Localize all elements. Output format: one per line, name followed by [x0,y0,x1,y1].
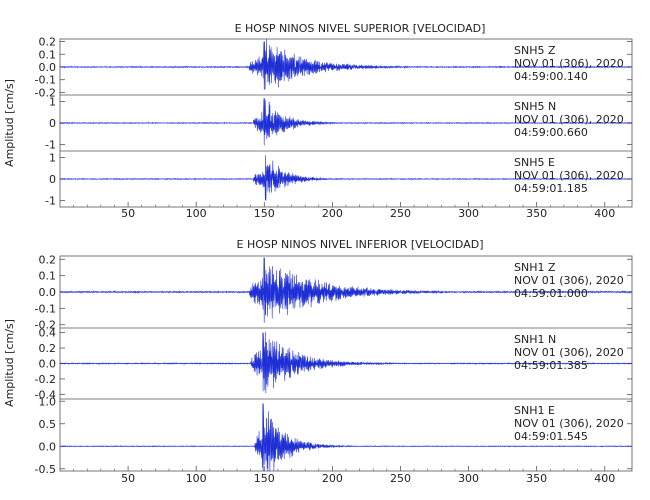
time-label: 04:59:01.385 [514,359,588,372]
x-tick-label: 300 [458,207,479,220]
y-tick-label: 0.0 [39,440,57,453]
station-label: SNH5 Z [514,44,556,57]
y-tick-label: 0.2 [39,36,57,49]
waveform-line [59,331,633,394]
time-label: 04:59:00.660 [514,126,588,139]
seismogram-panel-1: E HOSP NINOS NIVEL SUPERIOR [VELOCIDAD] A… [3,22,633,220]
x-tick-label: 250 [390,472,411,485]
y-tick-label: 0.1 [39,48,57,61]
y-tick-label: 1.0 [39,395,57,408]
y-tick-label: 0.0 [39,358,57,371]
y-tick-label: -0.1 [35,302,56,315]
y-tick-label: -0.2 [35,86,56,99]
x-tick-label: 100 [186,472,207,485]
waveform-line [59,38,633,90]
y-axis-label: Amplitud [cm/s] [3,79,16,167]
waveform-line [59,155,633,201]
station-label: SNH1 E [514,404,555,417]
y-tick-label: 0.2 [39,342,57,355]
y-tick-label: -0.2 [35,319,56,332]
time-label: 04:59:01.185 [514,182,588,195]
y-tick-label: 0.2 [39,253,57,266]
y-tick-label: 0.0 [39,286,57,299]
date-label: NOV 01 (306), 2020 [514,274,624,287]
time-label: 04:59:00.140 [514,70,588,83]
x-tick-label: 100 [186,207,207,220]
x-tick-label: 200 [322,472,343,485]
y-tick-label: -1 [45,139,56,152]
x-tick-label: 150 [254,207,275,220]
x-tick-label: 400 [594,472,615,485]
figure-title: E HOSP NINOS NIVEL INFERIOR [VELOCIDAD] [237,238,484,251]
y-axis-label: Amplitud [cm/s] [3,319,16,407]
waveform-line [59,403,633,472]
x-tick-label: 50 [121,207,135,220]
time-label: 04:59:01.000 [514,287,588,300]
date-label: NOV 01 (306), 2020 [514,169,624,182]
x-tick-label: 200 [322,207,343,220]
x-tick-label: 400 [594,207,615,220]
station-label: SNH5 E [514,156,555,169]
x-tick-label: 350 [526,207,547,220]
figure-title: E HOSP NINOS NIVEL SUPERIOR [VELOCIDAD] [235,22,486,35]
y-tick-label: 1 [49,151,56,164]
y-tick-label: -0.5 [35,463,56,476]
y-tick-label: 0 [49,173,56,186]
x-tick-label: 250 [390,207,411,220]
waveform-line [59,257,633,323]
seismogram-panel-2: E HOSP NINOS NIVEL INFERIOR [VELOCIDAD] A… [3,238,633,485]
waveform-line [59,98,633,146]
y-tick-label: 1 [49,95,56,108]
y-tick-label: -0.1 [35,74,56,87]
date-label: NOV 01 (306), 2020 [514,417,624,430]
date-label: NOV 01 (306), 2020 [514,113,624,126]
y-tick-label: -0.4 [35,388,56,401]
x-tick-label: 50 [121,472,135,485]
x-tick-label: 150 [254,472,275,485]
y-tick-label: 0.1 [39,270,57,283]
y-tick-label: -1 [45,195,56,208]
y-tick-label: 0.0 [39,61,57,74]
y-tick-label: 0.4 [39,327,57,340]
y-tick-label: 0.5 [39,418,57,431]
x-tick-label: 300 [458,472,479,485]
station-label: SNH1 Z [514,261,556,274]
date-label: NOV 01 (306), 2020 [514,346,624,359]
y-tick-label: 0 [49,117,56,130]
y-tick-label: -0.2 [35,373,56,386]
station-label: SNH5 N [514,100,556,113]
x-tick-label: 350 [526,472,547,485]
date-label: NOV 01 (306), 2020 [514,57,624,70]
station-label: SNH1 N [514,333,556,346]
time-label: 04:59:01.545 [514,430,588,443]
